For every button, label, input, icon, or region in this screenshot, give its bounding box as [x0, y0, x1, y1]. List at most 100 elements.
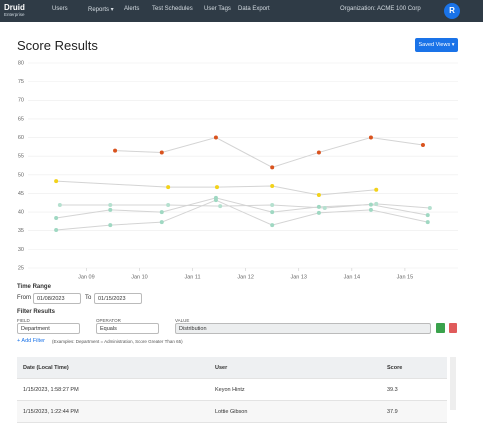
- value-label: VALUE: [175, 318, 190, 323]
- data-point: [374, 187, 379, 192]
- y-tick-label: 45: [18, 191, 24, 197]
- data-point: [316, 150, 321, 155]
- data-point: [166, 185, 171, 190]
- cell: 1/15/2023, 1:22:44 PM: [17, 400, 209, 423]
- data-point: [54, 179, 59, 184]
- nav-item[interactable]: Reports ▾: [88, 7, 114, 13]
- logo-sub: Enterprise: [4, 12, 25, 17]
- data-point: [113, 148, 118, 153]
- data-point: [159, 150, 164, 155]
- y-tick-label: 55: [18, 154, 24, 160]
- cell: 1/15/2023, 1:58:27 PM: [17, 378, 209, 401]
- y-tick-label: 65: [18, 116, 24, 122]
- x-tick-label: Jan 09: [78, 274, 95, 280]
- data-point: [374, 201, 379, 206]
- series-line: [56, 199, 428, 231]
- value-input[interactable]: Distribution: [175, 323, 431, 334]
- data-point: [316, 192, 321, 197]
- data-point: [214, 185, 219, 190]
- data-point: [368, 202, 373, 207]
- avatar[interactable]: R: [444, 3, 460, 19]
- data-point: [159, 210, 164, 215]
- cell: 39.3: [381, 378, 447, 401]
- data-point: [108, 223, 113, 228]
- data-point: [57, 203, 62, 208]
- add-filter-link[interactable]: + Add Filter: [17, 338, 45, 344]
- data-point: [54, 227, 59, 232]
- y-tick-label: 70: [18, 98, 24, 104]
- data-point: [213, 135, 218, 140]
- data-point: [425, 220, 430, 225]
- data-point: [322, 205, 327, 210]
- from-label: From: [17, 295, 31, 301]
- data-point: [166, 203, 171, 208]
- series-line: [59, 203, 430, 209]
- cell: Lottie Gibson: [209, 400, 381, 423]
- x-tick-label: Jan 15: [397, 274, 414, 280]
- data-point: [270, 210, 275, 215]
- data-point: [270, 223, 275, 228]
- x-tick-label: Jan 10: [131, 274, 148, 280]
- y-tick-label: 30: [18, 247, 24, 253]
- y-tick-label: 60: [18, 135, 24, 141]
- data-point: [425, 213, 430, 218]
- data-point: [427, 205, 432, 210]
- page-title: Score Results: [17, 38, 98, 53]
- cell: Keyon Hintz: [209, 378, 381, 401]
- data-point: [316, 204, 321, 209]
- section-label: Time Range: [17, 284, 51, 290]
- field-label: FIELD: [17, 318, 30, 323]
- x-tick-label: Jan 13: [290, 274, 307, 280]
- y-tick-label: 75: [18, 79, 24, 85]
- table-header: Date (Local Time) User Score: [17, 357, 447, 379]
- to-label: To: [85, 295, 92, 301]
- nav-item[interactable]: Test Schedules: [152, 6, 193, 12]
- to-input[interactable]: 01/15/2023: [94, 293, 142, 304]
- series-line: [56, 197, 428, 219]
- operator-select[interactable]: Equals: [96, 323, 159, 334]
- y-tick-label: 80: [18, 60, 24, 66]
- from-input[interactable]: 01/08/2023: [33, 293, 81, 304]
- y-tick-label: 35: [18, 228, 24, 234]
- column-header[interactable]: Score: [381, 357, 447, 379]
- logo[interactable]: Druid: [4, 3, 25, 12]
- data-point: [316, 210, 321, 215]
- x-tick-label: Jan 14: [344, 274, 361, 280]
- section-label: Filter Results: [17, 309, 56, 315]
- data-point: [159, 220, 164, 225]
- delete-icon[interactable]: [449, 323, 457, 333]
- filter-examples: (Examples: Department = Administration, …: [52, 339, 183, 344]
- series-line: [56, 180, 377, 196]
- nav-item[interactable]: Data Export: [238, 6, 270, 12]
- data-point: [368, 207, 373, 212]
- operator-label: OPERATOR: [96, 318, 121, 323]
- table-row: 1/15/2023, 1:22:44 PM Lottie Gibson 37.9: [17, 400, 447, 423]
- data-point: [420, 143, 425, 147]
- data-point: [218, 204, 223, 209]
- y-tick-label: 50: [18, 172, 24, 178]
- y-tick-label: 40: [18, 210, 24, 216]
- data-point: [270, 165, 275, 170]
- navbar: Druid Enterprise Users Reports ▾ Alerts …: [0, 0, 483, 22]
- data-point: [108, 207, 113, 212]
- column-header[interactable]: User: [209, 357, 381, 379]
- nav-item[interactable]: Users: [52, 6, 68, 12]
- saved-views-button[interactable]: Saved Views ▾: [415, 38, 458, 52]
- data-point: [213, 198, 218, 203]
- data-point: [108, 203, 113, 208]
- data-point: [368, 135, 373, 140]
- data-point: [54, 216, 59, 221]
- data-point: [270, 203, 275, 208]
- organization: Organization: ACME 100 Corp: [340, 6, 421, 12]
- edit-icon[interactable]: [436, 323, 445, 333]
- column-header[interactable]: Date (Local Time): [17, 357, 209, 379]
- cell: 37.9: [381, 400, 447, 423]
- y-tick-label: 25: [18, 265, 24, 271]
- scrollbar: [450, 357, 456, 410]
- chart: 25 30 35 40 45 50 55 60 65 70 75 80 Jan 09 Jan 10 Jan …: [18, 60, 458, 280]
- field-select[interactable]: Department: [17, 323, 80, 334]
- x-tick-label: Jan 11: [185, 274, 201, 280]
- nav-item[interactable]: Alerts: [124, 6, 140, 12]
- nav-item[interactable]: User Tags: [204, 6, 231, 12]
